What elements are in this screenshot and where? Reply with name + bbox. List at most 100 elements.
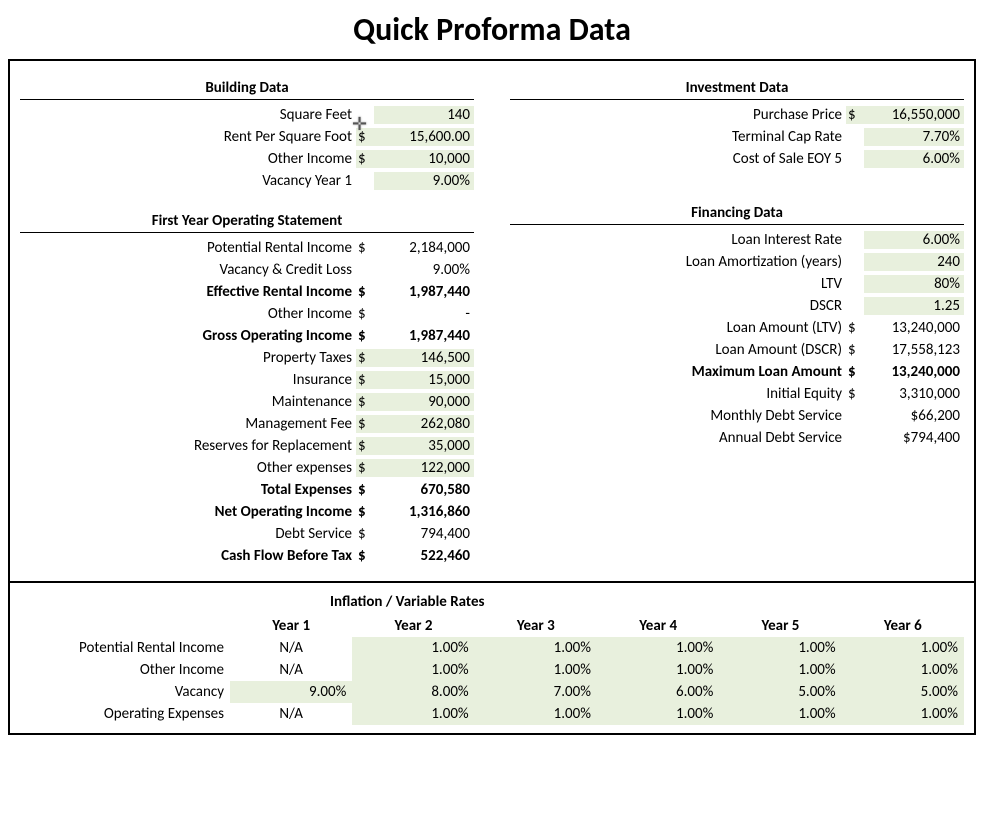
building-currency-symbol: $ <box>356 150 374 168</box>
financing-label: Initial Equity <box>510 385 846 403</box>
building-value[interactable]: 9.00% <box>374 172 474 190</box>
operating-currency-symbol: $ <box>356 459 374 477</box>
financing-value[interactable]: 80% <box>864 275 964 293</box>
rates-cell[interactable]: 5.00% <box>719 681 841 703</box>
investment-currency-symbol: $ <box>846 106 864 124</box>
operating-label: Reserves for Replacement <box>20 437 356 455</box>
operating-currency-symbol: $ <box>356 547 374 565</box>
operating-value[interactable]: 90,000 <box>374 393 474 411</box>
building-value[interactable]: 15,600.00 <box>374 128 474 146</box>
operating-row: Insurance$15,000 <box>20 369 474 391</box>
rates-cell[interactable]: 1.00% <box>597 703 719 725</box>
operating-value: 1,987,440 <box>374 283 474 301</box>
proforma-container: Building Data Square Feet✛140Rent Per Sq… <box>8 59 976 735</box>
operating-currency-symbol: $ <box>356 415 374 433</box>
financing-value: 3,310,000 <box>864 385 964 403</box>
investment-value[interactable]: 16,550,000 <box>864 106 964 124</box>
rates-cell[interactable]: 1.00% <box>475 659 597 681</box>
investment-value[interactable]: 7.70% <box>864 128 964 146</box>
financing-currency-symbol: $ <box>846 341 864 359</box>
financing-label: Maximum Loan Amount <box>510 363 846 381</box>
rates-body: Potential Rental IncomeN/A1.00%1.00%1.00… <box>20 637 964 725</box>
operating-row: Other Income$- <box>20 303 474 325</box>
building-label: Rent Per Square Foot <box>20 128 356 146</box>
operating-currency-symbol: $ <box>356 393 374 411</box>
rates-row: Potential Rental IncomeN/A1.00%1.00%1.00… <box>20 637 964 659</box>
financing-value: 13,240,000 <box>864 319 964 337</box>
building-value[interactable]: 10,000 <box>374 150 474 168</box>
operating-value[interactable]: 146,500 <box>374 349 474 367</box>
rates-table: Year 1Year 2Year 3Year 4Year 5Year 6 Pot… <box>20 615 964 725</box>
investment-value[interactable]: 6.00% <box>864 150 964 168</box>
building-row: Other Income$10,000 <box>20 148 474 170</box>
operating-row: Management Fee$262,080 <box>20 413 474 435</box>
financing-row: Monthly Debt Service$66,200 <box>510 405 964 427</box>
operating-currency-symbol: $ <box>356 239 374 257</box>
rates-cell[interactable]: 1.00% <box>352 703 474 725</box>
investment-label: Cost of Sale EOY 5 <box>510 150 846 168</box>
rates-row-label: Vacancy <box>20 681 230 703</box>
operating-label: Potential Rental Income <box>20 239 356 257</box>
operating-value[interactable]: 15,000 <box>374 371 474 389</box>
financing-row: Loan Amortization (years) 240 <box>510 251 964 273</box>
financing-value[interactable]: 1.25 <box>864 297 964 315</box>
rates-cell[interactable]: 1.00% <box>719 637 841 659</box>
rates-cell[interactable]: 1.00% <box>597 637 719 659</box>
financing-currency-symbol: $ <box>846 319 864 337</box>
operating-row: Maintenance$90,000 <box>20 391 474 413</box>
rates-cell[interactable]: 9.00% <box>230 681 352 703</box>
building-value[interactable]: 140 <box>374 106 474 124</box>
rates-cell[interactable]: 1.00% <box>352 637 474 659</box>
rates-cell[interactable]: 1.00% <box>842 703 964 725</box>
investment-row: Cost of Sale EOY 5 6.00% <box>510 148 964 170</box>
financing-row: Initial Equity$3,310,000 <box>510 383 964 405</box>
financing-rows: Loan Interest Rate6.00%Loan Amortization… <box>510 229 964 449</box>
operating-value[interactable]: 35,000 <box>374 437 474 455</box>
rates-cell[interactable]: 1.00% <box>475 703 597 725</box>
financing-label: Loan Amortization (years) <box>510 253 846 271</box>
operating-label: Maintenance <box>20 393 356 411</box>
rates-cell[interactable]: 8.00% <box>352 681 474 703</box>
rates-cell[interactable]: 1.00% <box>719 659 841 681</box>
operating-value: 522,460 <box>374 547 474 565</box>
rates-cell[interactable]: 1.00% <box>597 659 719 681</box>
rates-cell[interactable]: 7.00% <box>475 681 597 703</box>
financing-row: Maximum Loan Amount$13,240,000 <box>510 361 964 383</box>
financing-label: Monthly Debt Service <box>510 407 846 425</box>
building-row: Square Feet✛140 <box>20 104 474 126</box>
rates-cell[interactable]: 1.00% <box>352 659 474 681</box>
operating-value[interactable]: 262,080 <box>374 415 474 433</box>
building-row: Vacancy Year 1 9.00% <box>20 170 474 192</box>
investment-label: Terminal Cap Rate <box>510 128 846 146</box>
financing-label: Loan Amount (DSCR) <box>510 341 846 359</box>
operating-row: Net Operating Income$1,316,860 <box>20 501 474 523</box>
operating-currency-symbol: $ <box>356 305 374 323</box>
operating-label: Vacancy & Credit Loss <box>20 261 356 279</box>
rates-cell[interactable]: 6.00% <box>597 681 719 703</box>
rates-year-header: Year 1 <box>230 615 352 637</box>
financing-value[interactable]: 240 <box>864 253 964 271</box>
operating-currency-symbol: $ <box>356 437 374 455</box>
operating-label: Net Operating Income <box>20 503 356 521</box>
operating-label: Cash Flow Before Tax <box>20 547 356 565</box>
right-column: Investment Data Purchase Price$16,550,00… <box>492 73 964 567</box>
operating-row: Effective Rental Income$1,987,440 <box>20 281 474 303</box>
building-row: Rent Per Square Foot$15,600.00 <box>20 126 474 148</box>
operating-value[interactable]: 122,000 <box>374 459 474 477</box>
operating-row: Reserves for Replacement$35,000 <box>20 435 474 457</box>
rates-cell[interactable]: 5.00% <box>842 681 964 703</box>
operating-label: Debt Service <box>20 525 356 543</box>
rates-cell[interactable]: 1.00% <box>475 637 597 659</box>
building-title: Building Data <box>20 79 474 100</box>
building-label: Other Income <box>20 150 356 168</box>
operating-value: 794,400 <box>374 525 474 543</box>
rates-cell[interactable]: 1.00% <box>842 637 964 659</box>
building-label: Vacancy Year 1 <box>20 172 356 190</box>
rates-row: Other IncomeN/A1.00%1.00%1.00%1.00%1.00% <box>20 659 964 681</box>
investment-rows: Purchase Price$16,550,000Terminal Cap Ra… <box>510 104 964 170</box>
rates-cell[interactable]: 1.00% <box>842 659 964 681</box>
financing-row: Annual Debt Service$794,400 <box>510 427 964 449</box>
operating-row: Other expenses$122,000 <box>20 457 474 479</box>
financing-value[interactable]: 6.00% <box>864 231 964 249</box>
rates-cell[interactable]: 1.00% <box>719 703 841 725</box>
